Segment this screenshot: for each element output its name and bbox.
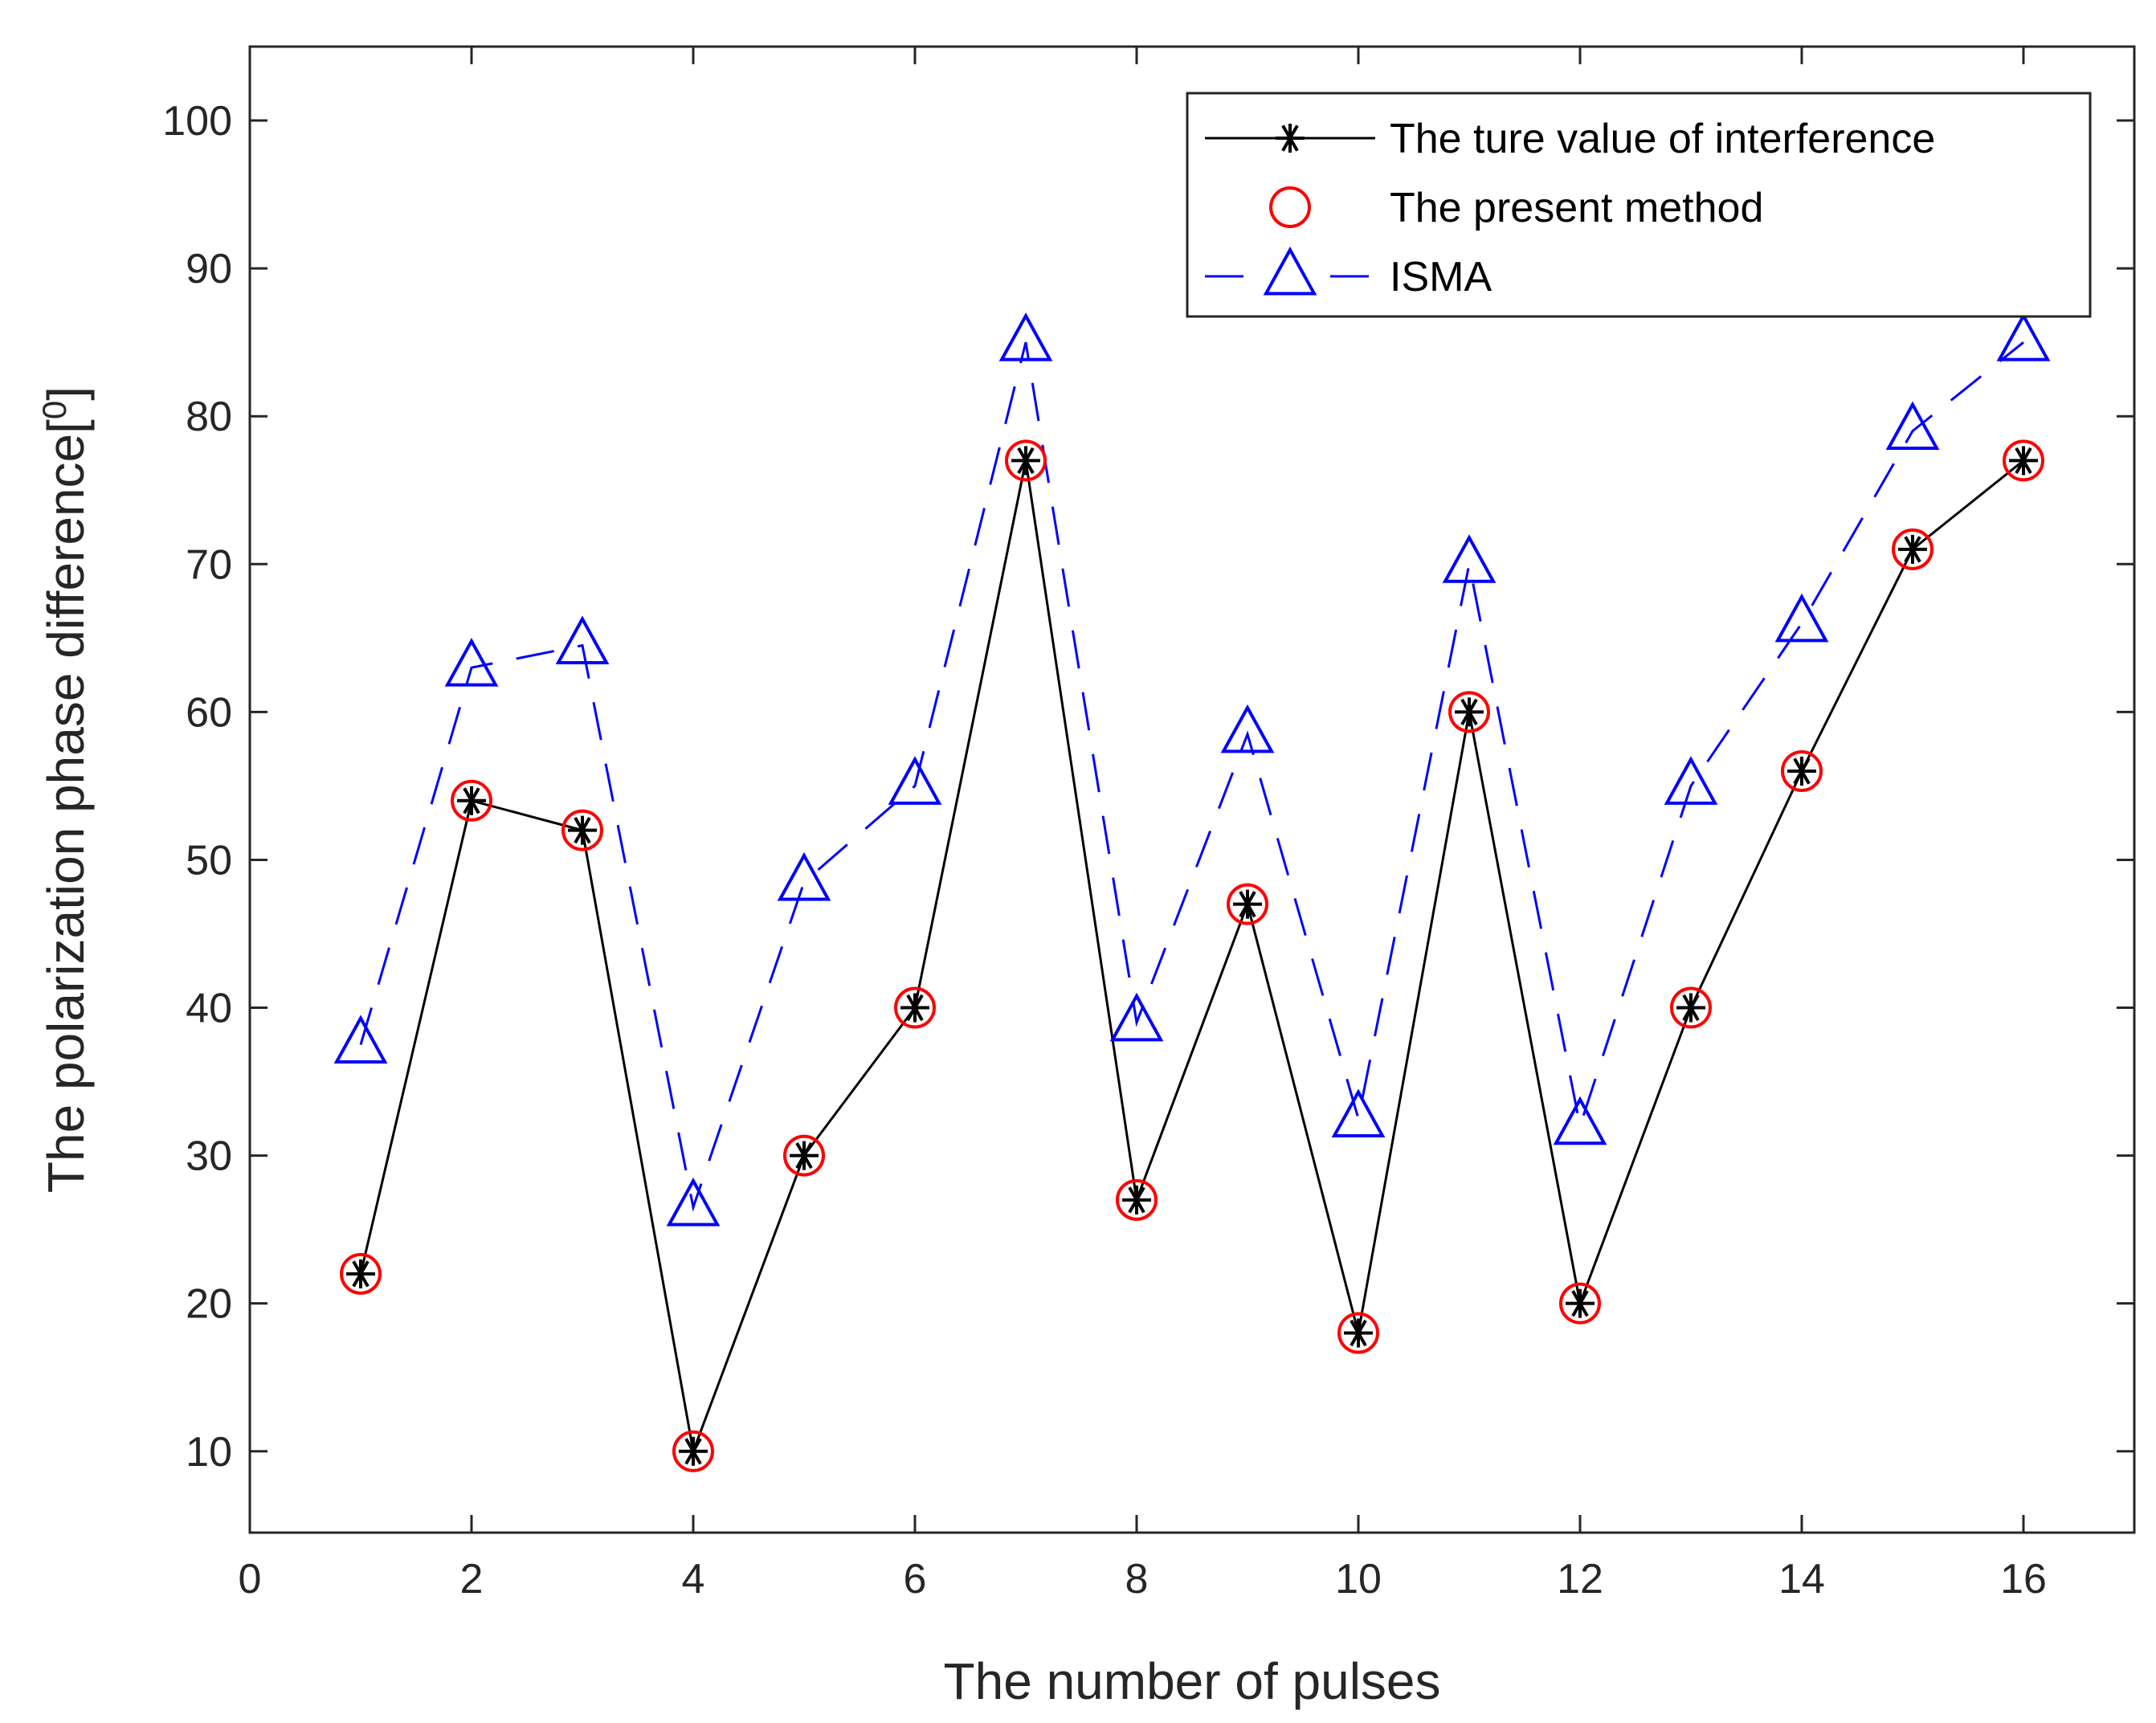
present-method-point — [1559, 1282, 1601, 1325]
true-value-point — [1011, 446, 1040, 476]
y-axis-ticks: 10 20 30 40 50 60 70 80 90 100 — [162, 98, 2134, 1476]
legend-label-isma: ISMA — [1390, 254, 1492, 300]
isma-point — [1442, 534, 1497, 583]
present-method-point — [1781, 749, 1823, 792]
present-method-point — [672, 1430, 714, 1472]
isma-point — [1664, 756, 1718, 805]
present-method-point — [451, 779, 492, 822]
isma-point — [1553, 1096, 1607, 1145]
present-method-point — [2003, 439, 2044, 482]
x-tick-label: 12 — [1557, 1556, 1603, 1603]
x-tick-label: 0 — [239, 1556, 262, 1603]
true-value-point — [1676, 993, 1705, 1023]
x-tick-label: 4 — [682, 1556, 705, 1603]
x-tick-label: 6 — [904, 1556, 927, 1603]
true-value-point — [2009, 446, 2038, 476]
x-axis-title: The number of pulses — [944, 1652, 1441, 1710]
isma-point — [777, 851, 831, 901]
isma-point — [444, 637, 499, 687]
y-tick-label: 10 — [186, 1429, 232, 1476]
x-tick-label: 8 — [1125, 1556, 1149, 1603]
present-method-point — [1892, 528, 1933, 570]
isma-point — [1996, 312, 2051, 361]
y-tick-label: 90 — [186, 246, 232, 292]
y-tick-label: 60 — [186, 689, 232, 736]
legend-triangle-marker — [1263, 246, 1317, 296]
present-method-point — [1227, 883, 1268, 925]
y-tick-label: 30 — [186, 1133, 232, 1180]
present-method-point — [1005, 439, 1047, 482]
isma-point — [1885, 401, 1940, 451]
y-tick-label: 40 — [186, 986, 232, 1032]
series-layer — [333, 312, 2051, 1472]
present-method-point — [894, 986, 936, 1029]
true-value-point — [1787, 756, 1816, 786]
isma-point — [998, 312, 1053, 361]
y-tick-label: 100 — [162, 98, 232, 145]
true-value-point — [1455, 697, 1484, 727]
isma-point — [666, 1177, 721, 1227]
y-axis-title-close: ] — [37, 386, 95, 401]
legend-label-present-method: The present method — [1390, 185, 1763, 231]
y-axis-title: The polarization phase difference[0] — [35, 386, 95, 1193]
y-tick-label: 20 — [186, 1281, 232, 1328]
isma-point — [1774, 593, 1829, 643]
present-method-point — [1337, 1312, 1379, 1354]
x-tick-label: 2 — [460, 1556, 484, 1603]
x-tick-label: 10 — [1335, 1556, 1382, 1603]
series-line-0 — [359, 459, 2024, 1456]
true-value-point — [346, 1259, 375, 1288]
true-value-point — [457, 786, 486, 815]
y-axis-title-main: The polarization phase difference[ — [37, 419, 95, 1193]
y-tick-label: 80 — [186, 394, 232, 440]
y-tick-label: 70 — [186, 541, 232, 588]
axes-box — [248, 45, 2136, 1534]
x-axis-ticks: 0 2 4 6 8 10 12 14 16 — [239, 47, 2047, 1603]
true-value-point — [1233, 889, 1262, 919]
legend-asterisk-marker — [1276, 124, 1305, 153]
true-value-point — [1122, 1185, 1151, 1215]
true-value-point — [900, 993, 929, 1023]
x-tick-label: 16 — [2000, 1556, 2047, 1603]
series-line-2 — [359, 341, 2024, 1212]
present-method-point — [340, 1252, 382, 1295]
present-method-point — [1448, 691, 1490, 733]
y-axis-title-superscript: 0 — [35, 401, 73, 419]
present-method-point — [783, 1134, 825, 1177]
present-method-point — [561, 809, 603, 851]
present-method-point — [1670, 986, 1712, 1029]
legend: The ture value of interference The prese… — [1186, 92, 2092, 318]
isma-point — [555, 615, 610, 664]
legend-keys — [1205, 124, 1375, 299]
isma-point — [1220, 704, 1275, 753]
true-value-point — [568, 815, 597, 845]
legend-box — [1186, 92, 2092, 318]
y-tick-label: 50 — [186, 837, 232, 884]
true-value-point — [790, 1141, 819, 1170]
legend-label-true-value: The ture value of interference — [1390, 116, 1935, 162]
true-value-point — [1566, 1288, 1595, 1318]
isma-point — [333, 1015, 388, 1064]
isma-point — [1331, 1088, 1386, 1138]
isma-point — [888, 756, 942, 805]
true-value-point — [1344, 1318, 1373, 1348]
present-method-point — [1116, 1178, 1158, 1221]
isma-point — [1109, 992, 1164, 1042]
true-value-point — [679, 1436, 708, 1466]
true-value-point — [1898, 534, 1927, 564]
x-tick-label: 14 — [1778, 1556, 1825, 1603]
legend-circle-marker — [1269, 186, 1311, 228]
